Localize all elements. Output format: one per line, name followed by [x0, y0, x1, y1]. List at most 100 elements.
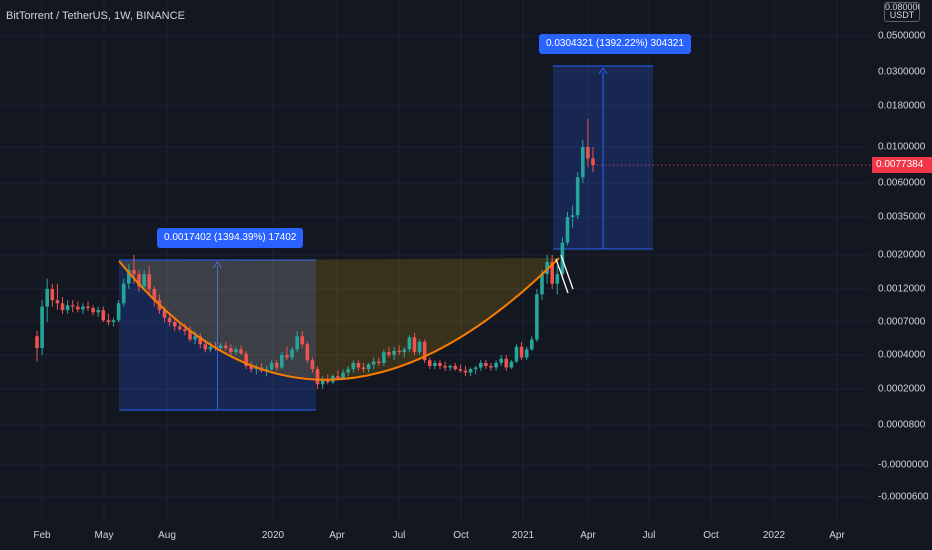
candle-body — [494, 362, 498, 368]
time-tick-label: Oct — [703, 530, 719, 541]
candle — [473, 365, 478, 375]
candle-body — [172, 322, 177, 327]
candle — [147, 265, 152, 295]
candle-body — [407, 337, 412, 350]
candle — [412, 333, 417, 355]
candle-body — [376, 361, 381, 363]
candle-body — [356, 362, 361, 368]
candle — [218, 343, 223, 351]
candle — [35, 331, 39, 362]
cup-curve[interactable] — [118, 257, 560, 381]
candle — [50, 283, 55, 307]
candle-body — [162, 310, 167, 318]
candle-body — [249, 365, 254, 370]
candle-body — [565, 217, 570, 243]
candle-body — [183, 329, 187, 332]
candle — [555, 265, 560, 295]
candle — [188, 326, 192, 342]
cup-handle[interactable] — [555, 254, 574, 294]
candle-body — [305, 344, 310, 361]
candle-body — [86, 306, 90, 308]
measure-tools[interactable] — [119, 65, 653, 411]
candle-body — [382, 352, 386, 363]
candle — [40, 300, 44, 355]
measure-label-cup[interactable]: 0.0017402 (1394.39%) 17402 — [157, 228, 304, 248]
candle-body — [111, 320, 116, 322]
last-price-badge: 0.0077384 — [872, 157, 932, 174]
candle-body — [274, 362, 279, 368]
time-tick-label: Aug — [158, 530, 176, 541]
candle-body — [371, 361, 376, 365]
candle-body — [489, 365, 493, 368]
time-tick-label: Oct — [453, 530, 469, 541]
candle-body — [468, 369, 473, 373]
candle — [269, 360, 274, 371]
candle-body — [427, 360, 432, 366]
price-tick-label: 0.0100000 — [878, 141, 926, 153]
candle — [167, 313, 172, 327]
candle-body — [127, 269, 131, 284]
candle-body — [223, 345, 228, 349]
candle — [274, 360, 279, 371]
candle — [172, 317, 177, 332]
time-tick-label: Apr — [829, 530, 845, 541]
candle — [137, 269, 141, 292]
candle-body — [586, 147, 590, 159]
time-tick-label: 2021 — [511, 530, 535, 541]
candle-body — [45, 289, 50, 307]
price-tick-label: 0.0007000 — [878, 316, 926, 328]
candle-body — [535, 294, 539, 340]
time-tick-label: Jul — [392, 530, 406, 541]
candle — [580, 140, 585, 183]
measure-box-breakout[interactable] — [553, 65, 653, 250]
symbol-title[interactable]: BitTorrent / TetherUS, 1W, BINANCE — [6, 10, 185, 22]
candle-body — [417, 341, 422, 353]
candle-body — [152, 289, 157, 301]
candle — [489, 362, 493, 371]
candle-body — [392, 350, 396, 355]
candle-body — [300, 336, 305, 345]
candle-body — [524, 349, 529, 358]
candle — [300, 331, 305, 349]
candle — [565, 211, 570, 246]
candle-body — [269, 362, 274, 370]
candle — [361, 362, 366, 373]
candle — [443, 361, 447, 371]
candle-body — [229, 348, 233, 353]
measure-label-breakout[interactable]: 0.0304321 (1392.22%) 304321 — [539, 34, 691, 54]
cup-fill — [119, 258, 559, 380]
measure-box-cup[interactable] — [119, 259, 316, 411]
candle-body — [575, 177, 580, 216]
candle — [463, 365, 468, 377]
candle — [239, 345, 243, 355]
candle-body — [387, 352, 391, 355]
price-tick-label: 0.0012000 — [878, 283, 926, 295]
candle-body — [101, 310, 106, 321]
candle — [305, 341, 310, 363]
candle — [550, 255, 554, 289]
candle-body — [453, 365, 458, 370]
candle — [60, 297, 65, 314]
candle-body — [178, 326, 182, 330]
candle — [285, 346, 289, 361]
currency-unit-button[interactable]: 0.0800000 USDT — [884, 2, 920, 22]
candle — [494, 360, 498, 371]
candle — [310, 357, 315, 373]
candle — [91, 305, 95, 316]
candle — [290, 346, 294, 361]
price-tick-label: -0.0000600 — [878, 491, 929, 503]
candle — [387, 346, 391, 358]
price-tick-label: 0.0004000 — [878, 349, 926, 361]
candle — [484, 360, 488, 370]
candle-body — [336, 376, 340, 379]
candle — [514, 344, 519, 363]
time-tick-label: Jul — [642, 530, 656, 541]
candle — [86, 301, 90, 311]
candle-body — [70, 305, 75, 307]
candle-body — [50, 289, 55, 301]
candle-body — [397, 350, 401, 353]
candle-body — [591, 158, 595, 166]
candle — [76, 301, 80, 313]
candle-body — [137, 274, 141, 287]
